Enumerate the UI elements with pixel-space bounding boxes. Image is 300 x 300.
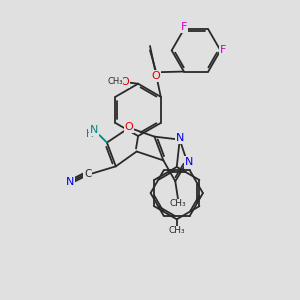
Text: F: F xyxy=(181,22,187,32)
Text: F: F xyxy=(220,45,226,56)
Text: O: O xyxy=(120,77,129,87)
Text: CH₃: CH₃ xyxy=(168,226,185,235)
Text: CH₃: CH₃ xyxy=(170,199,187,208)
Text: CH₃: CH₃ xyxy=(107,77,123,86)
Text: O: O xyxy=(152,71,160,81)
Text: N: N xyxy=(66,177,74,187)
Text: N: N xyxy=(90,125,99,135)
Text: H: H xyxy=(86,129,94,139)
Text: O: O xyxy=(125,122,134,132)
Text: N: N xyxy=(176,133,184,143)
Text: C: C xyxy=(84,169,91,179)
Text: N: N xyxy=(184,157,193,167)
